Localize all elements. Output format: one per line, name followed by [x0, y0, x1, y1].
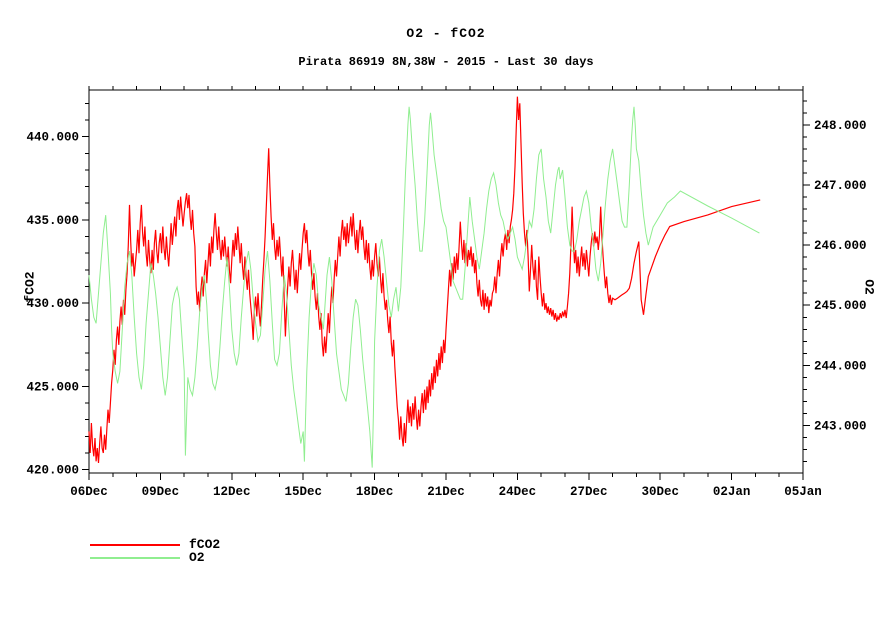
- x-tick-label: 27Dec: [570, 485, 608, 499]
- x-tick-label: 15Dec: [284, 485, 322, 499]
- y-left-tick-label: 435.000: [26, 214, 79, 228]
- x-tick-label: 24Dec: [499, 485, 537, 499]
- y-left-tick-label: 420.000: [26, 464, 79, 478]
- x-tick-label: 21Dec: [427, 485, 465, 499]
- y-left-tick-label: 425.000: [26, 380, 79, 394]
- y-right-tick-label: 246.000: [814, 239, 867, 253]
- fco2-series-line: [88, 96, 761, 464]
- legend: fCO2 O2: [90, 538, 220, 564]
- legend-row-fco2: fCO2: [90, 538, 220, 551]
- y-left-tick-label: 440.000: [26, 131, 79, 145]
- x-tick-label: 30Dec: [641, 485, 679, 499]
- o2-series-line: [88, 106, 760, 468]
- o2-legend-line: [90, 556, 180, 559]
- y-right-tick-label: 243.000: [814, 420, 867, 434]
- chart-title: O2 - fCO2: [406, 26, 486, 41]
- o2-legend-label: O2: [189, 550, 205, 565]
- y-right-tick-label: 244.000: [814, 359, 867, 373]
- x-tick-label: 02Jan: [713, 485, 751, 499]
- chart-subtitle: Pirata 86919 8N,38W - 2015 - Last 30 day…: [298, 55, 594, 69]
- fco2-legend-label: fCO2: [189, 537, 221, 552]
- x-tick-label: 12Dec: [213, 485, 251, 499]
- y-right-tick-label: 248.000: [814, 119, 867, 133]
- x-tick-label: 05Jan: [784, 485, 822, 499]
- y-right-tick-label: 245.000: [814, 299, 867, 313]
- y-right-tick-label: 247.000: [814, 179, 867, 193]
- fco2-legend-line: [90, 543, 180, 546]
- x-tick-label: 06Dec: [70, 485, 108, 499]
- legend-row-o2: O2: [90, 551, 220, 564]
- y-left-tick-label: 430.000: [26, 297, 79, 311]
- x-tick-label: 18Dec: [356, 485, 394, 499]
- x-tick-label: 09Dec: [142, 485, 180, 499]
